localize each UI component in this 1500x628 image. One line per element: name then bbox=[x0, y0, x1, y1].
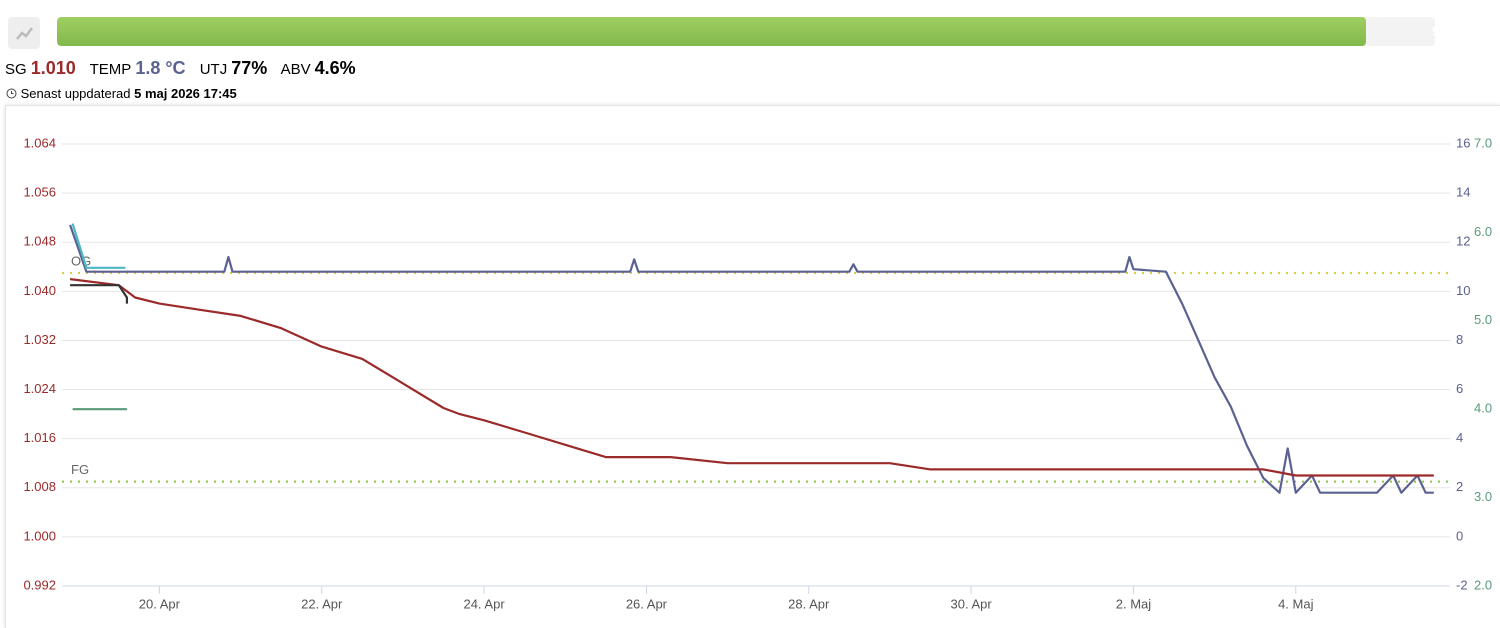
chart-icon bbox=[8, 17, 40, 49]
y-tick-label: 0.992 bbox=[23, 577, 56, 592]
y-tick-label: 1.024 bbox=[23, 381, 56, 396]
y-tick-label: 1.040 bbox=[23, 283, 56, 298]
stat-label: UTJ bbox=[199, 61, 228, 78]
y3-tick-label: 5.0 bbox=[1474, 312, 1492, 327]
chart-panel bbox=[5, 105, 1500, 628]
y2-tick-label: 2 bbox=[1456, 479, 1463, 494]
updated: Senast uppdaterad 5 maj 2026 17:45 bbox=[6, 86, 237, 101]
y2-tick-label: 12 bbox=[1456, 234, 1470, 249]
stat-value: 1.010 bbox=[30, 58, 76, 78]
series-line bbox=[71, 223, 126, 269]
progress-fill bbox=[57, 17, 1367, 46]
y3-tick-label: 6.0 bbox=[1474, 224, 1492, 239]
series-line bbox=[69, 224, 1434, 494]
y2-tick-label: 14 bbox=[1456, 185, 1470, 200]
stat-label: ABV bbox=[280, 61, 311, 78]
y-tick-label: 1.032 bbox=[23, 332, 56, 347]
stat-value: 77% bbox=[231, 58, 268, 78]
series-line bbox=[70, 284, 128, 304]
stat-value: 4.6% bbox=[314, 58, 356, 78]
y3-tick-label: 3.0 bbox=[1474, 489, 1492, 504]
y3-tick-label: 2.0 bbox=[1474, 577, 1492, 592]
stat-value: 1.8 °C bbox=[135, 58, 186, 78]
y2-tick-label: 8 bbox=[1456, 332, 1463, 347]
reference-label: FG bbox=[71, 462, 89, 477]
x-tick-label: 26. Apr bbox=[626, 596, 668, 611]
progress-bar bbox=[57, 17, 1435, 46]
x-tick-label: 28. Apr bbox=[788, 596, 830, 611]
x-tick-label: 22. Apr bbox=[301, 596, 343, 611]
updated-label: Senast uppdaterad bbox=[20, 86, 131, 101]
x-tick-label: 4. Maj bbox=[1278, 596, 1314, 611]
y2-tick-label: 6 bbox=[1456, 381, 1463, 396]
x-tick-label: 24. Apr bbox=[463, 596, 505, 611]
y-tick-label: 1.064 bbox=[23, 135, 56, 150]
stat-label: SG bbox=[5, 61, 27, 78]
x-tick-label: 2. Maj bbox=[1116, 596, 1152, 611]
y-tick-label: 1.008 bbox=[23, 479, 56, 494]
y2-tick-label: -2 bbox=[1456, 577, 1468, 592]
y-tick-label: 1.048 bbox=[23, 234, 56, 249]
y2-tick-label: 10 bbox=[1456, 283, 1470, 298]
series-line bbox=[69, 278, 1434, 477]
y-tick-label: 1.016 bbox=[23, 430, 56, 445]
y2-tick-label: 16 bbox=[1456, 135, 1470, 150]
y3-tick-label: 7.0 bbox=[1474, 135, 1492, 150]
y-tick-label: 1.056 bbox=[23, 185, 56, 200]
y-tick-label: 1.000 bbox=[23, 528, 56, 543]
stats: SG 1.010 TEMP 1.8 °C UTJ 77% ABV 4.6% bbox=[5, 58, 366, 79]
progress-label: 95% bbox=[1431, 23, 1460, 39]
y2-tick-label: 4 bbox=[1456, 430, 1463, 445]
x-tick-label: 30. Apr bbox=[950, 596, 992, 611]
y3-tick-label: 4.0 bbox=[1474, 401, 1492, 416]
y2-tick-label: 0 bbox=[1456, 528, 1463, 543]
stat-label: TEMP bbox=[89, 61, 132, 78]
updated-value: 5 maj 2026 17:45 bbox=[134, 86, 237, 101]
x-tick-label: 20. Apr bbox=[139, 596, 181, 611]
